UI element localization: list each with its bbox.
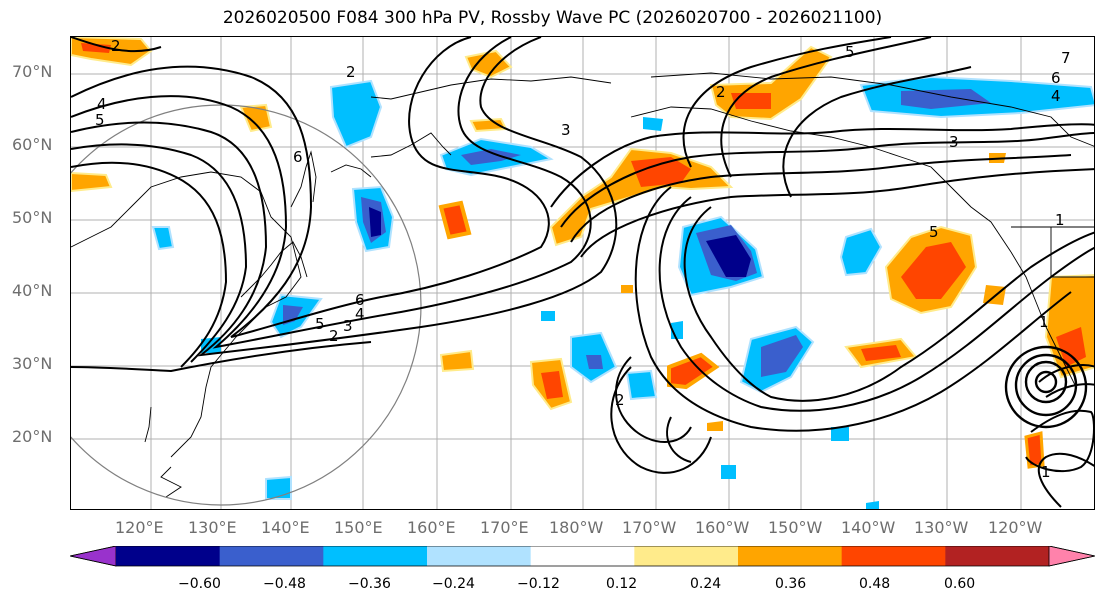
contour-label: 5: [95, 111, 105, 129]
colorbar-bin: [634, 546, 739, 566]
contour-label: 7: [1061, 49, 1071, 67]
colorbar-extend-low: [70, 546, 117, 567]
colorbar-bin: [116, 546, 221, 566]
chart-title: 2026020500 F084 300 hPa PV, Rossby Wave …: [222, 8, 883, 28]
colorbar-segments: [70, 546, 1095, 567]
contour-label: 1: [1055, 211, 1065, 229]
negative-anomalies: [151, 75, 1094, 509]
colorbar-tick-label: 0.36: [775, 576, 807, 592]
colorbar-tick-label: −0.48: [263, 576, 306, 592]
contour-label: 1: [1039, 313, 1049, 331]
colorbar-bin: [323, 546, 428, 566]
map-panel: 2 4 5 6 3 5 7 6 4 3 2 1 2 3 4 5 6 2 5 1 …: [70, 36, 1095, 510]
contour-label: 3: [561, 121, 571, 139]
colorbar-tick-label: 0.12: [606, 576, 638, 592]
colorbar-tick-label: −0.12: [517, 576, 560, 592]
contour-label: 6: [1051, 69, 1061, 87]
contour-label: 2: [329, 327, 339, 345]
reference-circle: [71, 104, 422, 506]
lat-label-50n: 50°N: [12, 208, 53, 227]
colorbar-extend-high: [1048, 546, 1095, 567]
contour-label: 4: [355, 305, 365, 323]
lon-label-140w: 140°W: [841, 518, 896, 537]
colorbar-tick-label: 0.48: [859, 576, 891, 592]
lon-label-150w: 150°W: [768, 518, 823, 537]
lat-label-20n: 20°N: [12, 427, 53, 446]
contour-label: 4: [1051, 87, 1061, 105]
colorbar-tick-label: 0.60: [944, 576, 976, 592]
colorbar-outline: [70, 546, 1095, 567]
positive-anomalies: [71, 37, 1094, 469]
lon-label-120e: 120°E: [115, 518, 164, 537]
low-center: [1004, 345, 1088, 429]
colorbar-tick-label: −0.60: [178, 576, 221, 592]
contour-label: 2: [111, 37, 121, 55]
contour-label: 3: [343, 317, 353, 335]
contour-label: 2: [346, 63, 356, 81]
lat-label-70n: 70°N: [12, 62, 53, 81]
pv-contours: [71, 37, 1094, 508]
lat-label-40n: 40°N: [12, 281, 53, 300]
colorbar-bin: [427, 546, 532, 566]
contour-label: 2: [716, 83, 726, 101]
contour-label: 5: [845, 43, 855, 61]
lon-label-120w: 120°W: [988, 518, 1043, 537]
lon-label-140e: 140°E: [261, 518, 310, 537]
lon-label-180w: 180°W: [549, 518, 604, 537]
contour-label: 2: [615, 391, 625, 409]
contour-label: 3: [949, 133, 959, 151]
colorbar-bin: [219, 546, 324, 566]
contour-label: 4: [97, 95, 107, 113]
contour-labels: 2 4 5 6 3 5 7 6 4 3 2 1 2 3 4 5 6 2 5 1 …: [95, 37, 1071, 481]
contour-label: 5: [315, 315, 325, 333]
contour-label: 6: [293, 148, 303, 166]
colorbar-bin: [841, 546, 946, 566]
colorbar-tick-label: −0.24: [432, 576, 475, 592]
colorbar: [70, 546, 1095, 567]
contour-label: 5: [929, 223, 939, 241]
lat-label-30n: 30°N: [12, 354, 53, 373]
lat-label-60n: 60°N: [12, 135, 53, 154]
lon-label-160w: 160°W: [695, 518, 750, 537]
lon-label-150e: 150°E: [334, 518, 383, 537]
colorbar-bin: [530, 546, 635, 566]
contour-label: 1: [1041, 463, 1051, 481]
colorbar-bin: [738, 546, 843, 566]
lon-label-170e: 170°E: [480, 518, 529, 537]
lon-label-160e: 160°E: [407, 518, 456, 537]
lon-label-130w: 130°W: [914, 518, 969, 537]
colorbar-tick-label: 0.24: [690, 576, 722, 592]
lon-label-130e: 130°E: [188, 518, 237, 537]
colorbar-tick-label: −0.36: [348, 576, 391, 592]
colorbar-bin: [945, 546, 1050, 566]
contour-label: 6: [355, 291, 365, 309]
lon-label-170w: 170°W: [622, 518, 677, 537]
map-canvas: 2 4 5 6 3 5 7 6 4 3 2 1 2 3 4 5 6 2 5 1 …: [71, 37, 1094, 509]
